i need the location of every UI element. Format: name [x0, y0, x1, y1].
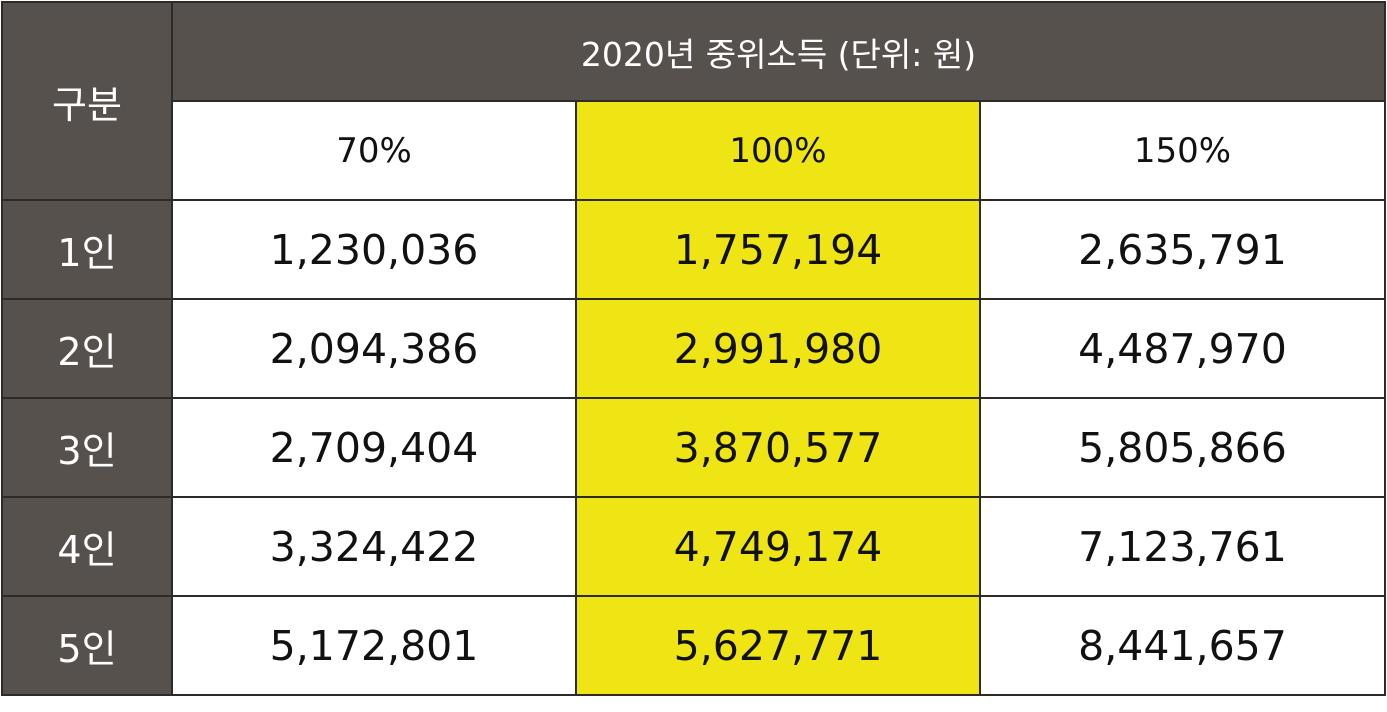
table-cell: 5,805,866 [978, 397, 1387, 498]
table-cell-highlighted: 4,749,174 [575, 496, 981, 597]
column-header-70: 70% [171, 100, 577, 201]
row-label: 2인 [1, 298, 173, 399]
row-header-label: 구분 [1, 1, 173, 201]
table-title: 2020년 중위소득 (단위: 원) [170, 1, 1387, 102]
title-row: 구분 2020년 중위소득 (단위: 원) [1, 1, 1387, 201]
median-income-table: 구분 2020년 중위소득 (단위: 원) 70% 100% 150% 1인 1… [1, 1, 1387, 696]
row-label: 3인 [1, 397, 173, 498]
table-row: 1인 1,230,036 1,757,194 2,635,791 [1, 199, 1387, 300]
table-cell-highlighted: 3,870,577 [575, 397, 981, 498]
table-cell: 2,709,404 [171, 397, 577, 498]
table-cell: 2,094,386 [171, 298, 577, 399]
table-cell: 7,123,761 [978, 496, 1387, 597]
table-row: 3인 2,709,404 3,870,577 5,805,866 [1, 397, 1387, 498]
column-header-row: 70% 100% 150% [2, 100, 1387, 201]
table-cell-highlighted: 1,757,194 [575, 199, 981, 300]
row-label: 4인 [1, 496, 173, 597]
table-row: 2인 2,094,386 2,991,980 4,487,970 [1, 298, 1387, 399]
table-row: 4인 3,324,422 4,749,174 7,123,761 [1, 496, 1387, 597]
table-row: 5인 5,172,801 5,627,771 8,441,657 [1, 595, 1387, 696]
table-cell: 8,441,657 [978, 595, 1387, 696]
row-label: 1인 [1, 199, 173, 300]
table-cell: 1,230,036 [171, 199, 577, 300]
column-header-100: 100% [575, 100, 981, 201]
column-header-150: 150% [978, 100, 1387, 201]
table-cell: 5,172,801 [171, 595, 577, 696]
row-label: 5인 [1, 595, 173, 696]
table-cell: 4,487,970 [978, 298, 1387, 399]
table-cell: 3,324,422 [171, 496, 577, 597]
table-cell: 2,635,791 [978, 199, 1387, 300]
table-cell-highlighted: 5,627,771 [575, 595, 981, 696]
table-cell-highlighted: 2,991,980 [575, 298, 981, 399]
